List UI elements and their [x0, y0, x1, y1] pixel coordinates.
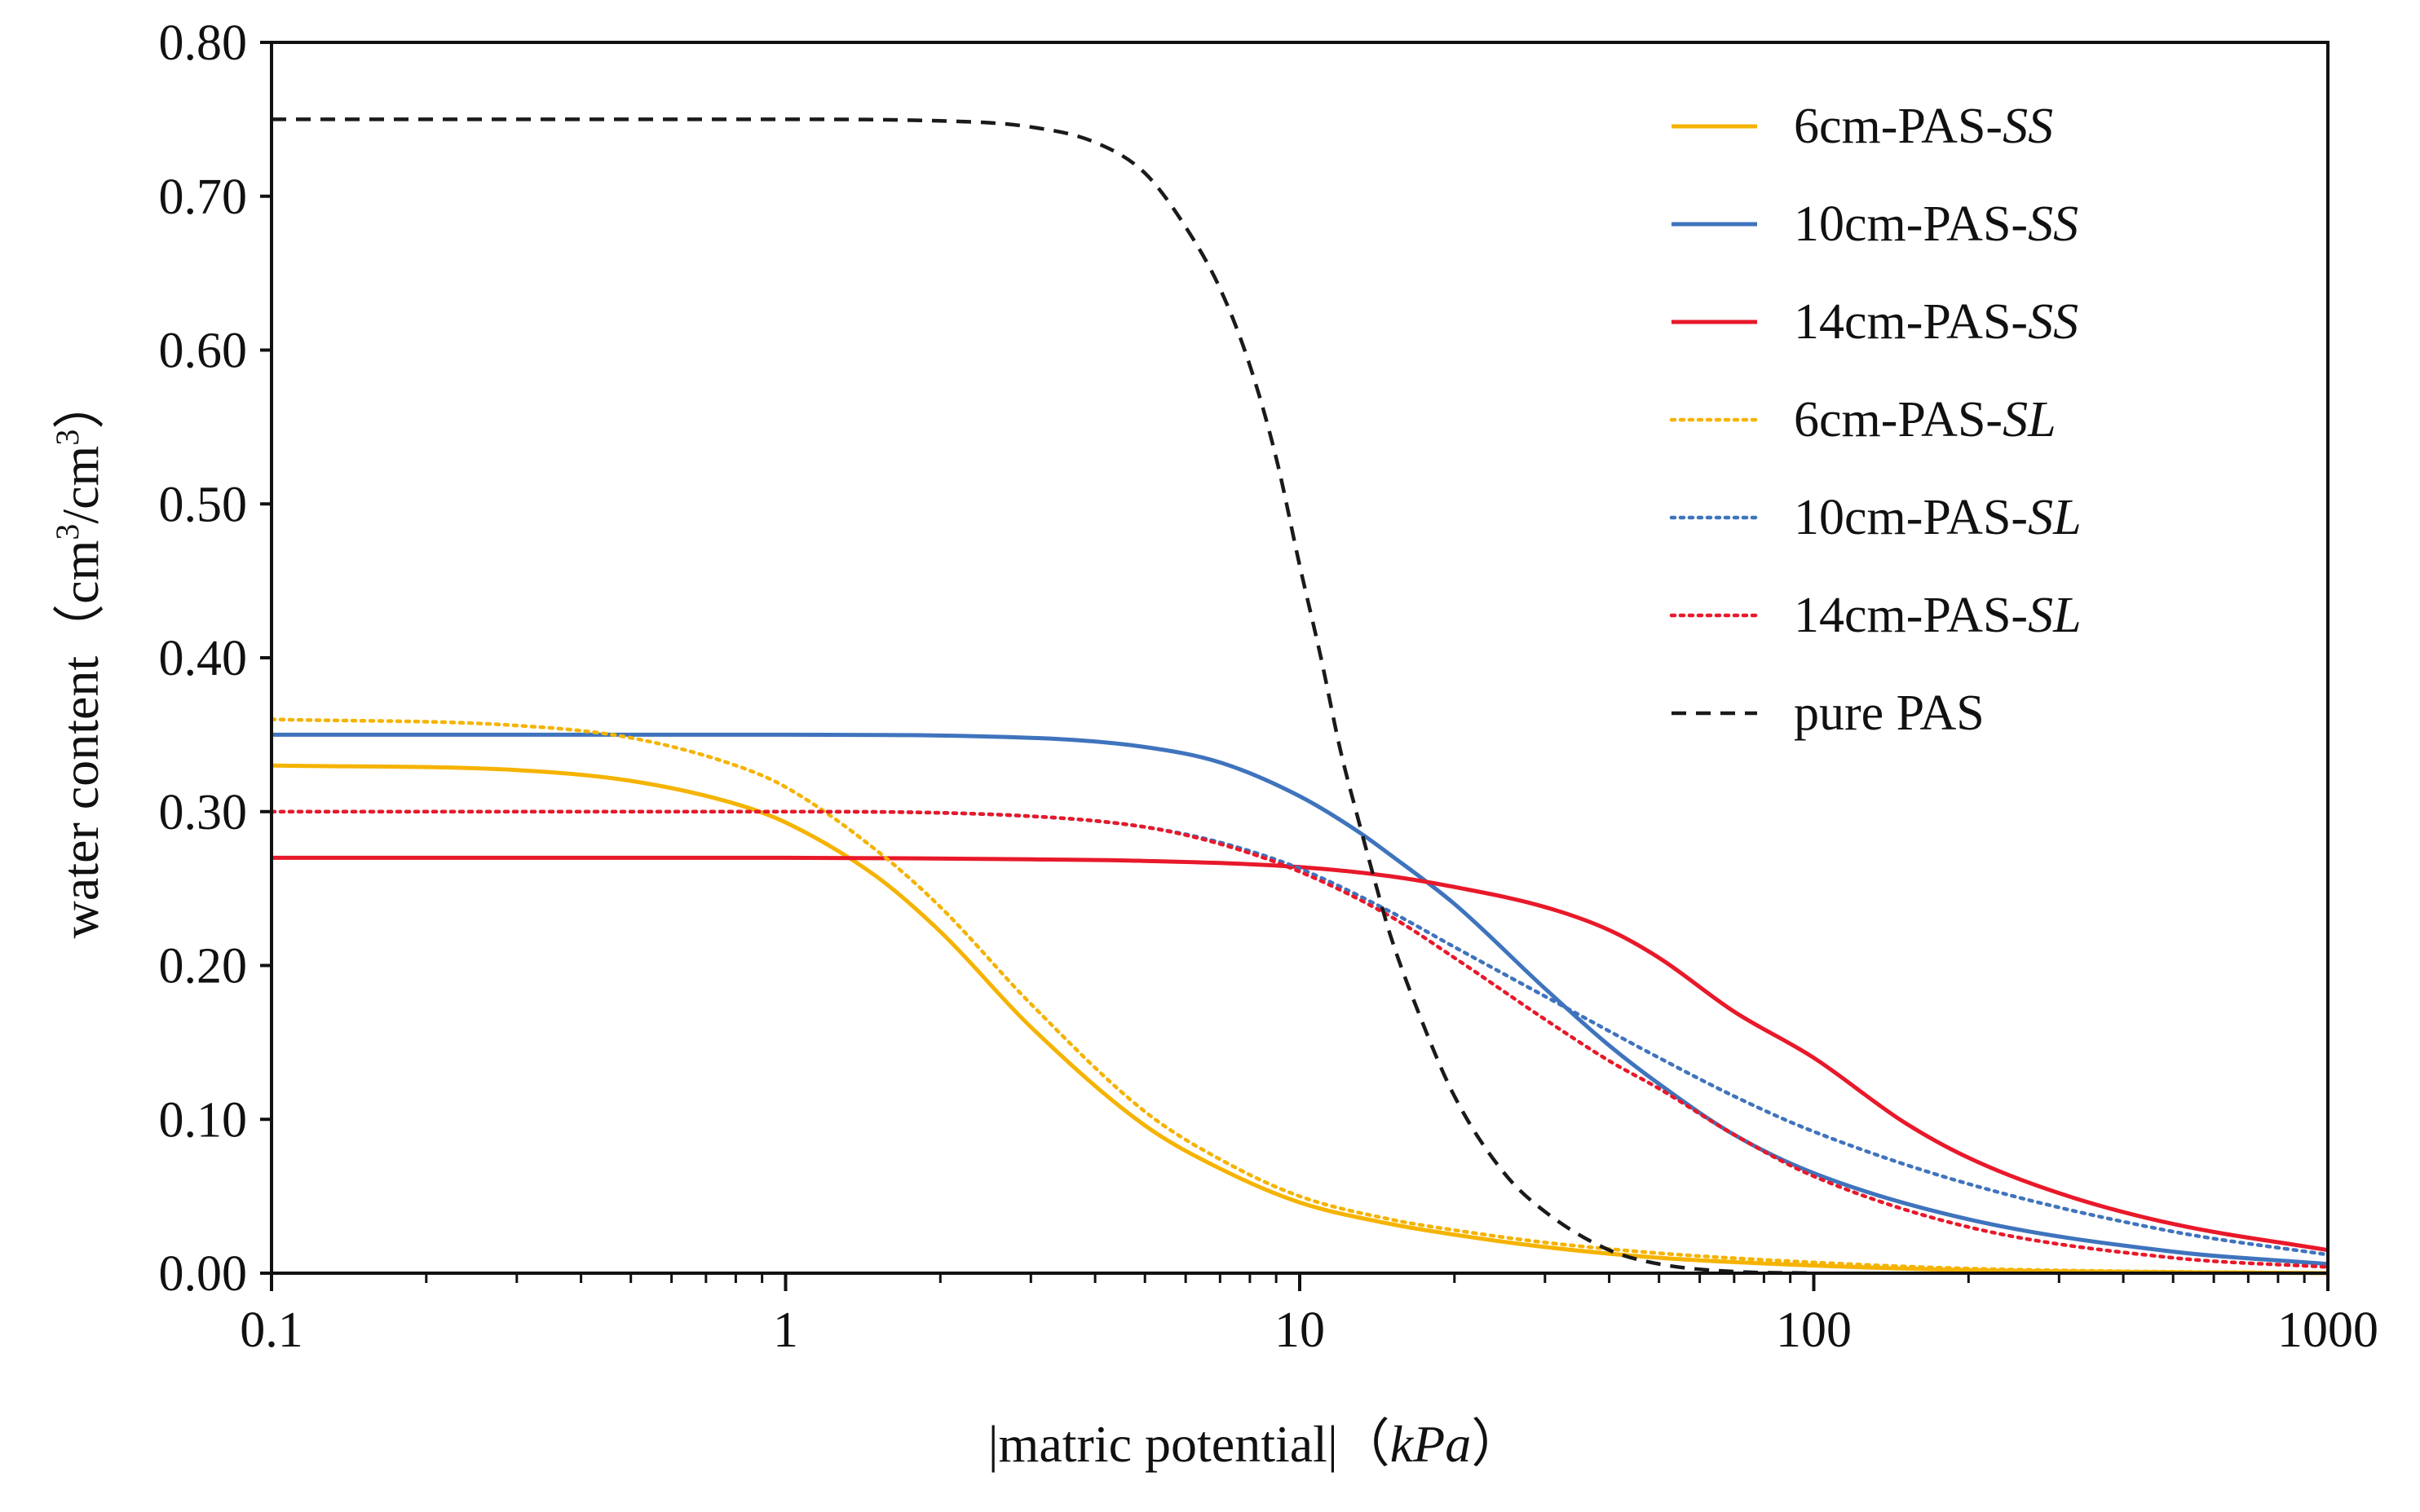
x-tick-label: 10: [1274, 1303, 1325, 1358]
legend-label: 6cm-PAS-SS: [1794, 99, 2053, 154]
legend-label: 10cm-PAS-SS: [1794, 196, 2078, 252]
y-tick-label: 0.10: [159, 1092, 248, 1148]
x-axis-title-unit: kPa: [1390, 1415, 1472, 1473]
y-tick-label: 0.80: [159, 15, 248, 71]
x-tick-label: 1000: [2277, 1303, 2378, 1358]
y-tick-label: 0.40: [159, 631, 248, 686]
x-tick-label: 100: [1776, 1303, 1852, 1358]
series-layer: [269, 117, 2330, 1276]
series-line-6cm-pas-ss: [271, 763, 2329, 1276]
x-tick-label: 1: [773, 1303, 798, 1358]
y-axis-title-sup1: 3: [49, 524, 86, 540]
series-line-6cm-pas-sl: [269, 717, 2330, 1276]
y-tick-label: 0.20: [159, 939, 248, 994]
legend-label: 10cm-PAS-SL: [1794, 490, 2082, 545]
x-axis-title: |matric potential|（kPa）: [988, 1415, 1524, 1473]
y-tick-label: 0.00: [159, 1246, 248, 1302]
x-axis-title-bar-right: |: [1327, 1415, 1338, 1473]
y-tick-label: 0.50: [159, 477, 248, 532]
series-line-10cm-pas-sl: [269, 809, 2330, 1257]
legend-label: 14cm-PAS-SL: [1794, 588, 2082, 643]
legend: 6cm-PAS-SS 10cm-PAS-SS 14cm-PAS-SS 6cm-PAS-…: [1669, 99, 2082, 741]
series-line-10cm-pas-ss: [272, 732, 2329, 1267]
x-axis-title-paren-close: ）: [1471, 1415, 1523, 1473]
y-axis-title-text: water content（cm: [51, 540, 109, 939]
series-line-14cm-pas-sl: [269, 809, 2330, 1269]
y-axis-title-mid: /cm: [51, 446, 109, 524]
legend-label: pure PAS: [1794, 685, 1985, 741]
legend-label: 6cm-PAS-SL: [1794, 392, 2056, 447]
y-axis-title-end: ）: [51, 377, 109, 430]
x-axis-title-text: matric potential: [999, 1415, 1327, 1473]
legend-label: 14cm-PAS-SS: [1794, 294, 2078, 350]
x-axis-title-paren-open: （: [1338, 1415, 1390, 1473]
x-axis-title-bar-left: |: [988, 1415, 999, 1473]
y-tick-label: 0.60: [159, 324, 248, 379]
y-axis-title-sup2: 3: [49, 430, 86, 446]
series-line-pure-pas: [271, 117, 1814, 1276]
y-axis-title: water content（cm3/cm3）: [49, 377, 109, 939]
axes-layer: 0.00 0.10 0.20 0.30 0.40 0.50 0.60 0.70 0.80 0.1 1…: [159, 15, 2379, 1358]
x-tick-label: 0.1: [240, 1303, 303, 1358]
y-tick-label: 0.30: [159, 785, 248, 840]
y-tick-label: 0.70: [159, 170, 248, 225]
series-line-14cm-pas-ss: [271, 855, 2329, 1253]
svg-text:water content（cm3/cm3）: water content（cm3/cm3）: [49, 377, 109, 939]
